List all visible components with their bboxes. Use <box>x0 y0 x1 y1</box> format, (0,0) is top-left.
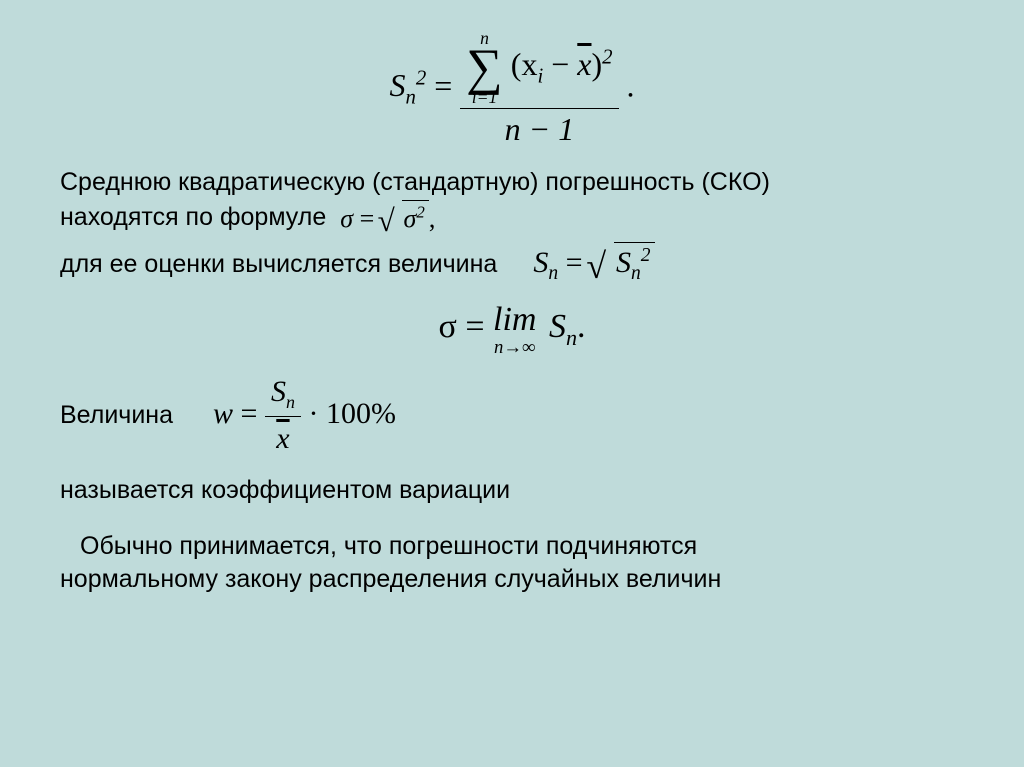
paragraph-normal-distribution: Обычно принимается, что погрешности подч… <box>80 530 964 598</box>
paragraph-sko: Среднюю квадратическую (стандартную) пог… <box>60 166 964 236</box>
variance-formula: Sn2 = n ∑ i=1 (xi − x)2 n − 1 . <box>60 30 964 148</box>
paragraph-normal-line2: нормальному закону распределения случайн… <box>60 563 964 597</box>
limit-formula: σ = lim n→∞ Sn. <box>60 301 964 358</box>
paragraph-estimate: для ее оценки вычисляется величина Sn = … <box>60 242 964 287</box>
paragraph-coefficient-name: называется коэффициентом вариации <box>60 474 964 508</box>
paragraph-sko-line1: Среднюю квадратическую (стандартную) пог… <box>60 166 964 200</box>
paragraph-variation-label: Величина <box>60 399 173 433</box>
sum-body: (xi − x)2 <box>511 46 613 82</box>
variance-denominator: n − 1 <box>460 108 618 148</box>
summation: n ∑ i=1 <box>466 30 503 106</box>
sn-def-formula: Sn = Sn2 <box>533 242 654 287</box>
paragraph-estimate-text: для ее оценки вычисляется величина <box>60 248 497 282</box>
paragraph-normal-line1: Обычно принимается, что погрешности подч… <box>80 530 964 564</box>
w-formula: w = Sn x · 100% <box>213 372 396 460</box>
paragraph-variation-coef: Величина w = Sn x · 100% <box>60 372 964 460</box>
paragraph-sko-line2: находятся по формуле <box>60 201 326 235</box>
variance-trailing: . <box>627 67 635 103</box>
variance-fraction: n ∑ i=1 (xi − x)2 n − 1 <box>460 30 618 148</box>
sigma-def-formula: σ = σ2, <box>340 200 435 236</box>
variance-lhs: Sn2 <box>389 67 434 103</box>
